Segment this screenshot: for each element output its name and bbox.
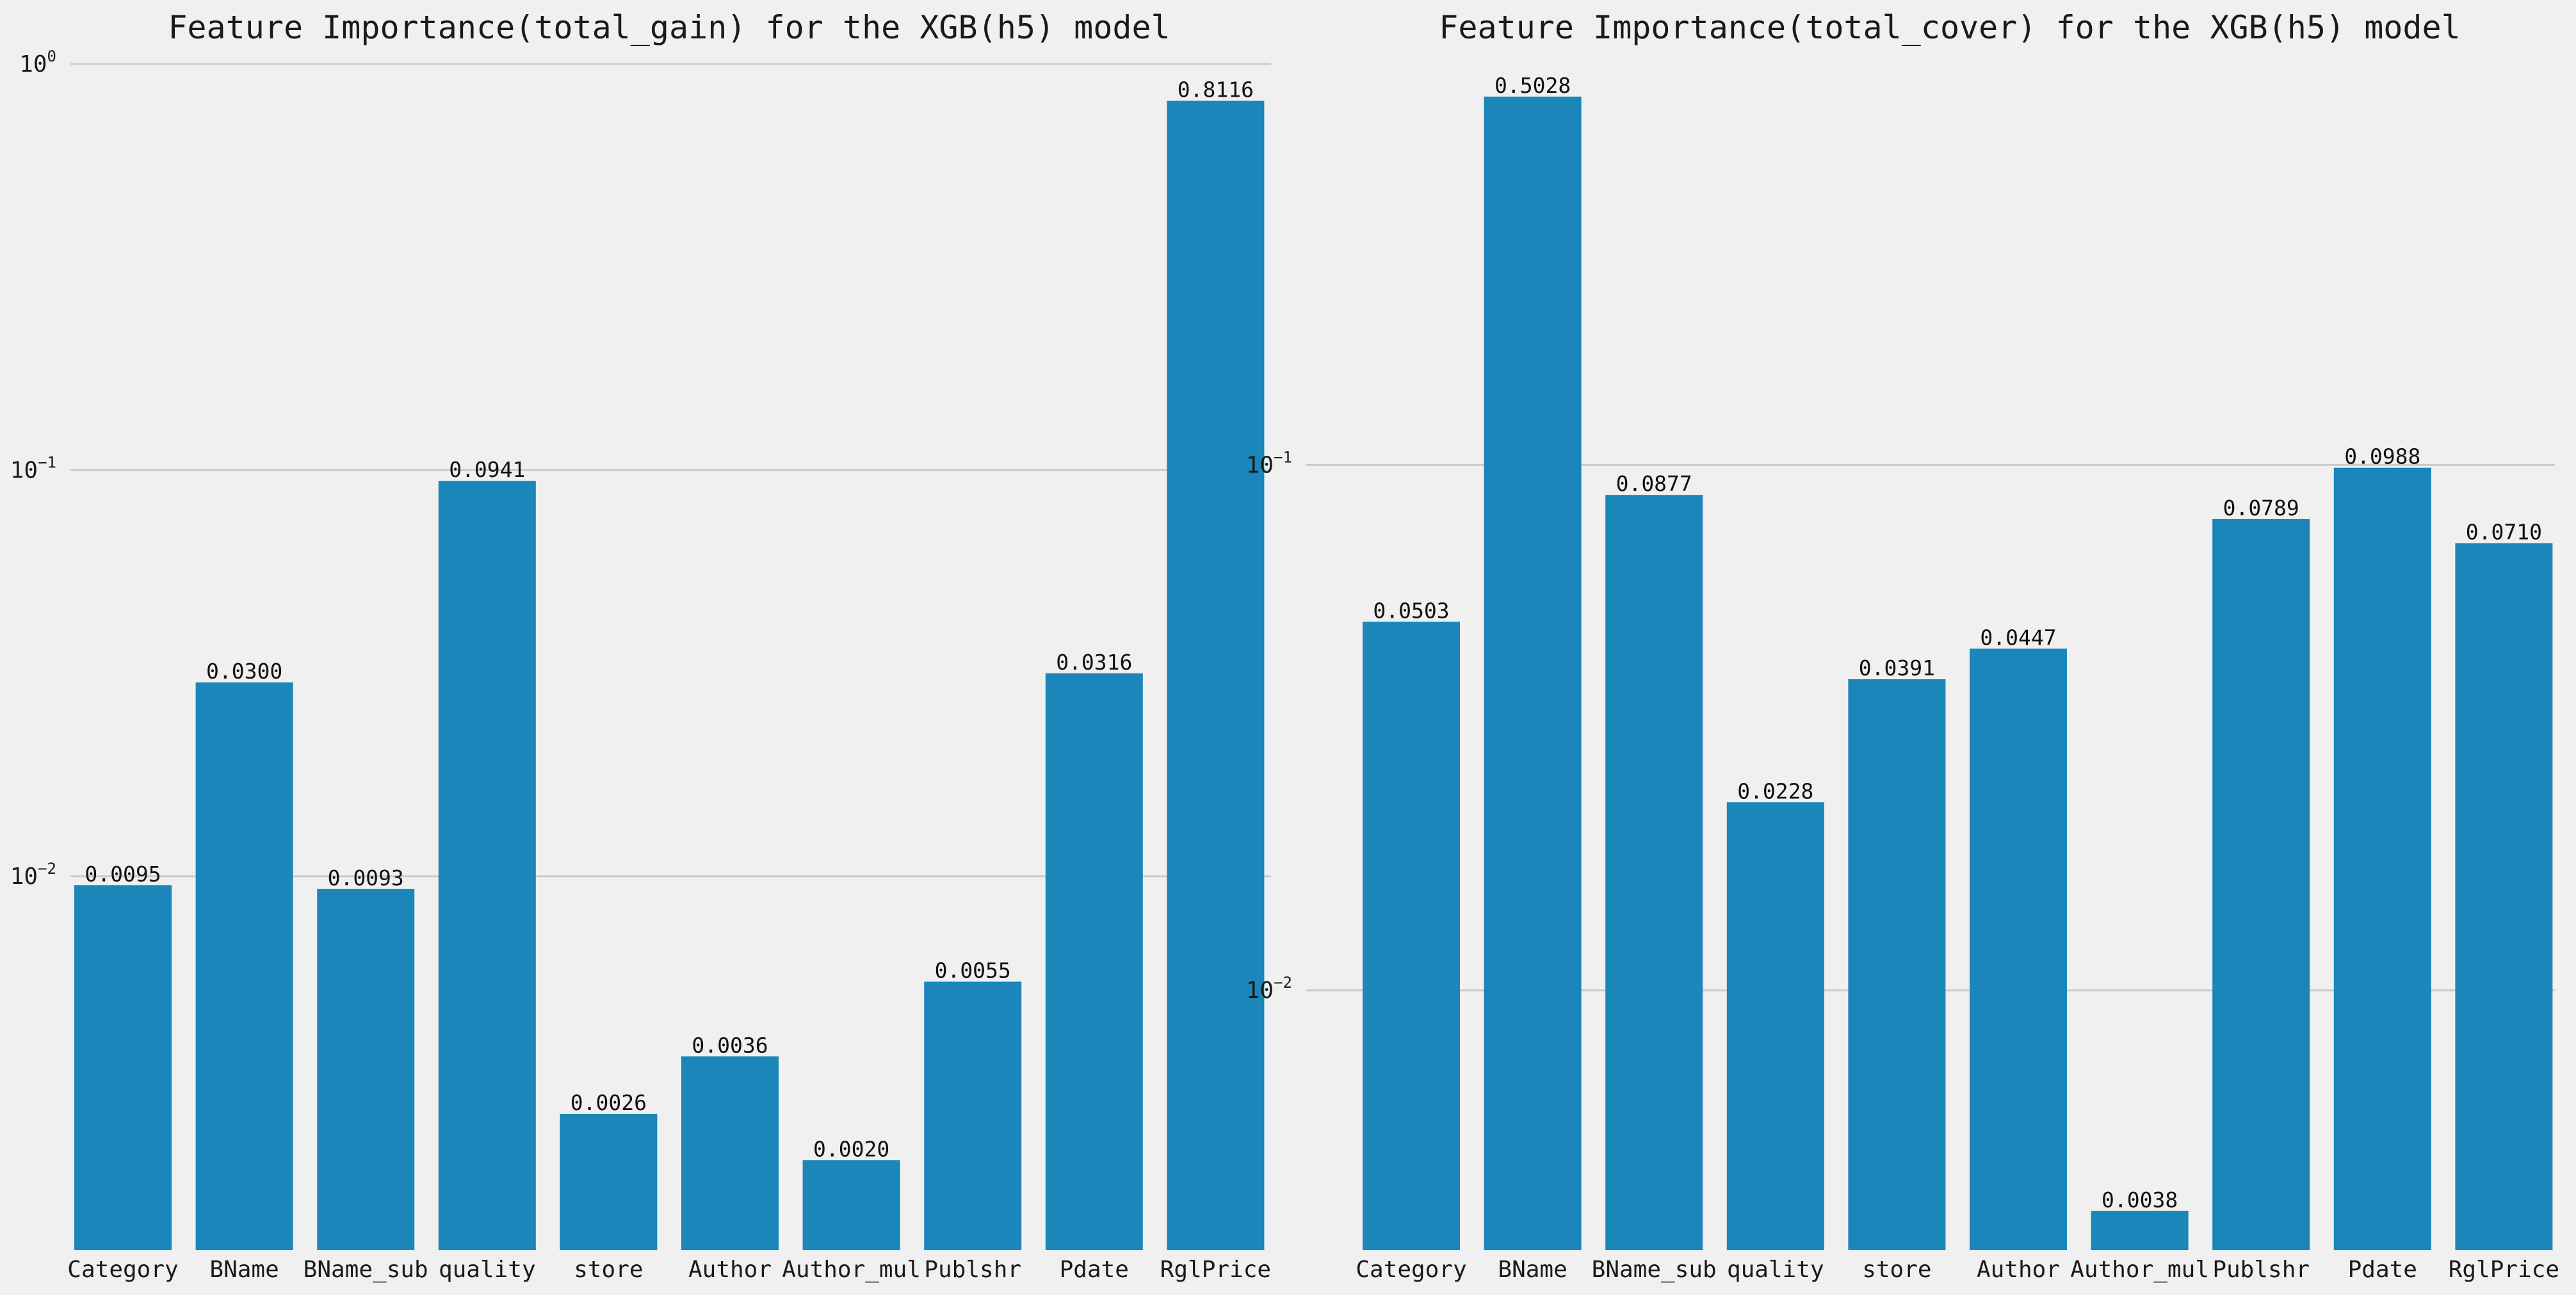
- x-tick-label: BName: [1498, 1257, 1567, 1283]
- y-axis-tick-labels: 10−2 10−1: [1246, 448, 1292, 1004]
- x-tick-label: store: [1862, 1257, 1931, 1283]
- data-label: 0.0026: [571, 1090, 647, 1115]
- bar-series: [1363, 96, 2553, 1250]
- x-tick-label: Category: [67, 1257, 178, 1283]
- chart-title: Feature Importance(total_gain) for the X…: [168, 9, 1170, 46]
- bar: [1726, 802, 1824, 1250]
- chart-title: Feature Importance(total_cover) for the …: [1439, 9, 2460, 46]
- bar: [2212, 519, 2310, 1250]
- data-label: 0.0391: [1859, 656, 1935, 680]
- data-label: 0.0093: [328, 865, 404, 890]
- bar: [1970, 648, 2067, 1250]
- bar: [1363, 622, 1460, 1250]
- x-tick-label: BName_sub: [304, 1257, 428, 1283]
- bar: [681, 1056, 779, 1250]
- x-tick-label: Author: [1977, 1257, 2060, 1283]
- bar: [2455, 543, 2553, 1250]
- x-tick-label: Publshr: [924, 1257, 1021, 1283]
- bar: [438, 481, 536, 1250]
- data-label: 0.0710: [2466, 519, 2542, 544]
- bar: [1167, 101, 1265, 1251]
- y-tick-label: 10−2: [10, 860, 56, 890]
- bar: [1045, 673, 1143, 1250]
- x-tick-label: Author_mul: [2070, 1257, 2209, 1283]
- x-tick-label: Publshr: [2212, 1257, 2310, 1283]
- y-axis-tick-labels: 10−2 10−1 100: [10, 47, 56, 890]
- x-tick-label: quality: [439, 1257, 536, 1283]
- x-tick-label: quality: [1727, 1257, 1824, 1283]
- data-label: 0.0877: [1616, 471, 1692, 496]
- data-label: 0.0300: [206, 659, 282, 684]
- bar: [74, 885, 172, 1250]
- bar: [2333, 467, 2431, 1250]
- data-label: 0.0095: [85, 862, 161, 887]
- bar: [2091, 1211, 2189, 1250]
- data-label: 0.0503: [1373, 598, 1449, 623]
- data-label: 0.0447: [1980, 625, 2056, 650]
- y-tick-label: 100: [19, 47, 56, 77]
- data-label: 0.0228: [1737, 778, 1813, 803]
- bar: [195, 682, 293, 1250]
- data-label: 0.0036: [692, 1033, 768, 1058]
- x-axis-tick-labels: Category BName BName_sub quality store Author…: [67, 1257, 1271, 1283]
- data-labels: 0.0503 0.5028 0.0877 0.0228 0.0391 0.0447 0.00…: [1373, 73, 2542, 1212]
- y-tick-label: 10−1: [10, 453, 56, 483]
- data-label: 0.0316: [1056, 650, 1132, 675]
- data-label: 0.0020: [813, 1136, 889, 1161]
- x-tick-label: Author: [688, 1257, 772, 1283]
- bar: [924, 981, 1022, 1250]
- x-tick-label: RglPrice: [1160, 1257, 1271, 1283]
- x-tick-label: Pdate: [2348, 1257, 2417, 1283]
- bar: [1848, 679, 1946, 1250]
- bar: [317, 889, 415, 1250]
- x-tick-label: store: [574, 1257, 643, 1283]
- y-tick-label: 10−2: [1246, 974, 1292, 1004]
- bar-series: [74, 101, 1265, 1251]
- chart-panel-total-gain: Feature Importance(total_gain) for the X…: [10, 9, 1271, 1283]
- x-axis-tick-labels: Category BName BName_sub quality store Author…: [1356, 1257, 2559, 1283]
- x-tick-label: Pdate: [1060, 1257, 1129, 1283]
- bar: [560, 1113, 658, 1250]
- x-tick-label: BName_sub: [1592, 1257, 1717, 1283]
- bar: [802, 1160, 900, 1250]
- bar: [1605, 495, 1703, 1250]
- data-label: 0.0055: [935, 958, 1011, 983]
- chart-panel-total-cover: Feature Importance(total_cover) for the …: [1246, 9, 2559, 1283]
- x-tick-label: Category: [1356, 1257, 1466, 1283]
- x-tick-label: Author_mul: [782, 1257, 921, 1283]
- data-label: 0.5028: [1495, 73, 1571, 98]
- data-label: 0.0038: [2102, 1187, 2178, 1212]
- data-label: 0.0988: [2344, 444, 2420, 469]
- y-tick-label: 10−1: [1246, 448, 1292, 478]
- data-label: 0.0941: [449, 457, 525, 482]
- bar: [1484, 96, 1582, 1250]
- data-labels: 0.0095 0.0300 0.0093 0.0941 0.0026 0.0036 0.00…: [85, 77, 1254, 1162]
- x-tick-label: BName: [209, 1257, 279, 1283]
- data-label: 0.8116: [1178, 77, 1254, 102]
- x-tick-label: RglPrice: [2449, 1257, 2559, 1283]
- data-label: 0.0789: [2223, 495, 2299, 520]
